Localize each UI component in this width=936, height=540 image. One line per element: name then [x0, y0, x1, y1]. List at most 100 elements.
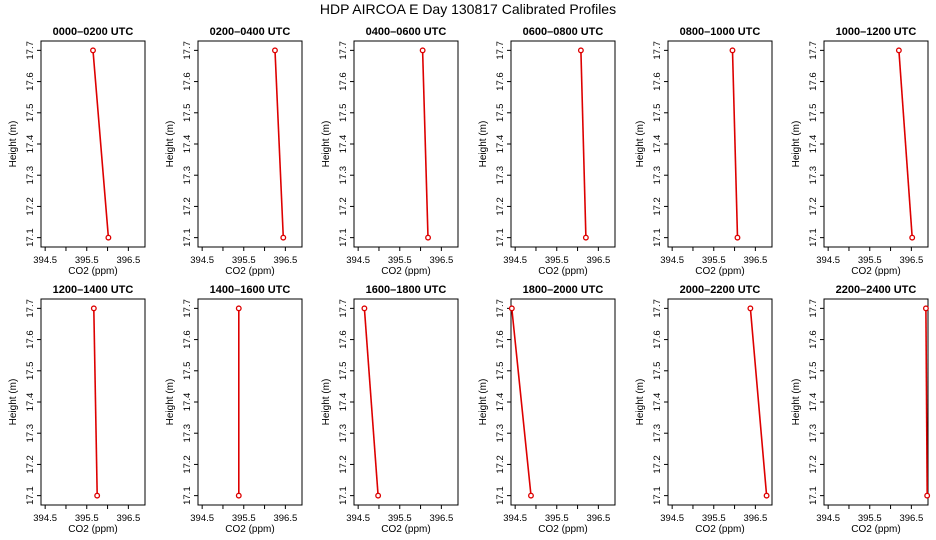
panel-grid: 0000–0200 UTC 394.5 395.5 396.5 17.1 17.2 17.3…: [8, 26, 931, 535]
panel-title: 0400–0600 UTC: [366, 26, 447, 38]
x-tick-label: 394.5: [660, 255, 684, 266]
y-axis-label: Height (m): [791, 121, 802, 168]
y-axis-label: Height (m): [8, 379, 19, 426]
y-tick-label: 17.3: [338, 424, 349, 443]
y-tick-label: 17.3: [808, 424, 819, 443]
data-point: [528, 492, 534, 499]
y-tick-label: 17.6: [25, 330, 36, 349]
plot-frame: [197, 298, 303, 506]
data-point: [90, 305, 97, 312]
x-tick-label: 396.5: [273, 513, 297, 524]
y-tick-label: 17.6: [182, 72, 193, 91]
panel-title: 1800–2000 UTC: [523, 284, 604, 296]
y-tick-label: 17.4: [495, 393, 506, 412]
y-axis-label: Height (m): [165, 379, 176, 426]
data-point: [280, 234, 287, 241]
y-tick-label: 17.5: [338, 362, 349, 381]
data-point: [922, 305, 929, 312]
x-axis-label: CO2 (ppm): [695, 266, 744, 277]
x-tick-label: 396.5: [899, 255, 923, 266]
profile-line: [511, 308, 532, 496]
y-tick-label: 17.6: [808, 330, 819, 349]
profile-line: [274, 50, 285, 238]
panel: 1400–1600 UTC 394.5 395.5 396.5 17.1 17.2 17.3…: [165, 284, 303, 535]
x-tick-label: 396.5: [743, 513, 767, 524]
profile-line: [898, 50, 913, 238]
y-tick-label: 17.1: [338, 228, 349, 247]
y-tick-label: 17.2: [495, 197, 506, 216]
y-axis-label: Height (m): [321, 379, 332, 426]
x-tick-label: 396.5: [273, 255, 297, 266]
profile-line: [92, 50, 110, 238]
x-tick-label: 395.5: [545, 255, 569, 266]
panel: 2000–2200 UTC 394.5 395.5 396.5 17.1 17.2 17.3…: [635, 284, 773, 535]
y-tick-label: 17.1: [495, 486, 506, 505]
panel-title: 0600–0800 UTC: [523, 26, 604, 38]
data-point: [425, 234, 431, 241]
y-tick-label: 17.7: [495, 41, 506, 60]
panel-title: 0000–0200 UTC: [53, 26, 134, 38]
panel: 1800–2000 UTC 394.5 395.5 396.5 17.1 17.2 17.3…: [478, 284, 616, 535]
y-tick-label: 17.3: [25, 424, 36, 443]
x-tick-label: 394.5: [190, 513, 214, 524]
y-tick-label: 17.4: [25, 135, 36, 154]
x-tick-label: 394.5: [33, 255, 57, 266]
y-tick-label: 17.4: [652, 393, 663, 412]
y-tick-label: 17.3: [182, 424, 193, 443]
y-tick-label: 17.3: [652, 424, 663, 443]
y-tick-label: 17.3: [652, 166, 663, 185]
data-point: [582, 234, 589, 241]
panel: 0800–1000 UTC 394.5 395.5 396.5 17.1 17.2 17.3…: [635, 26, 773, 277]
x-tick-label: 394.5: [816, 255, 840, 266]
y-tick-label: 17.6: [652, 330, 663, 349]
x-tick-label: 395.5: [702, 513, 726, 524]
x-axis-label: CO2 (ppm): [538, 266, 587, 277]
y-tick-label: 17.2: [25, 455, 36, 474]
plot-frame: [510, 298, 616, 506]
y-tick-label: 17.2: [652, 455, 663, 474]
x-axis-label: CO2 (ppm): [851, 266, 900, 277]
x-axis-label: CO2 (ppm): [225, 266, 274, 277]
y-tick-label: 17.6: [808, 72, 819, 91]
data-point: [734, 234, 741, 241]
data-point: [763, 492, 770, 499]
panel-title: 1600–1800 UTC: [366, 284, 447, 296]
x-tick-label: 395.5: [545, 513, 569, 524]
y-tick-label: 17.7: [652, 41, 663, 60]
panel-title: 1000–1200 UTC: [836, 26, 917, 38]
y-tick-label: 17.2: [808, 455, 819, 474]
x-tick-label: 395.5: [858, 513, 882, 524]
y-tick-label: 17.7: [25, 41, 36, 60]
data-point: [90, 47, 96, 54]
x-axis-label: CO2 (ppm): [68, 524, 117, 535]
data-point: [94, 492, 101, 499]
panel-title: 2000–2200 UTC: [680, 284, 761, 296]
panel-title: 0800–1000 UTC: [680, 26, 761, 38]
y-tick-label: 17.1: [182, 228, 193, 247]
y-tick-label: 17.5: [808, 104, 819, 123]
y-axis-label: Height (m): [791, 379, 802, 426]
y-tick-label: 17.6: [25, 72, 36, 91]
data-point: [508, 305, 515, 312]
x-tick-label: 394.5: [816, 513, 840, 524]
y-tick-label: 17.7: [808, 41, 819, 60]
y-tick-label: 17.5: [652, 104, 663, 123]
y-tick-label: 17.1: [182, 486, 193, 505]
x-tick-label: 394.5: [346, 513, 370, 524]
x-tick-label: 394.5: [660, 513, 684, 524]
x-tick-label: 395.5: [75, 513, 99, 524]
y-tick-label: 17.5: [182, 104, 193, 123]
plot-frame: [667, 40, 773, 248]
x-tick-label: 396.5: [116, 513, 140, 524]
y-tick-label: 17.6: [495, 72, 506, 91]
y-tick-label: 17.2: [495, 455, 506, 474]
y-tick-label: 17.5: [25, 104, 36, 123]
data-point: [909, 234, 916, 241]
panel-title: 1200–1400 UTC: [53, 284, 134, 296]
y-axis-label: Height (m): [478, 121, 489, 168]
data-point: [361, 305, 368, 312]
profile-line: [580, 50, 587, 238]
x-axis-label: CO2 (ppm): [695, 524, 744, 535]
data-point: [272, 47, 278, 54]
